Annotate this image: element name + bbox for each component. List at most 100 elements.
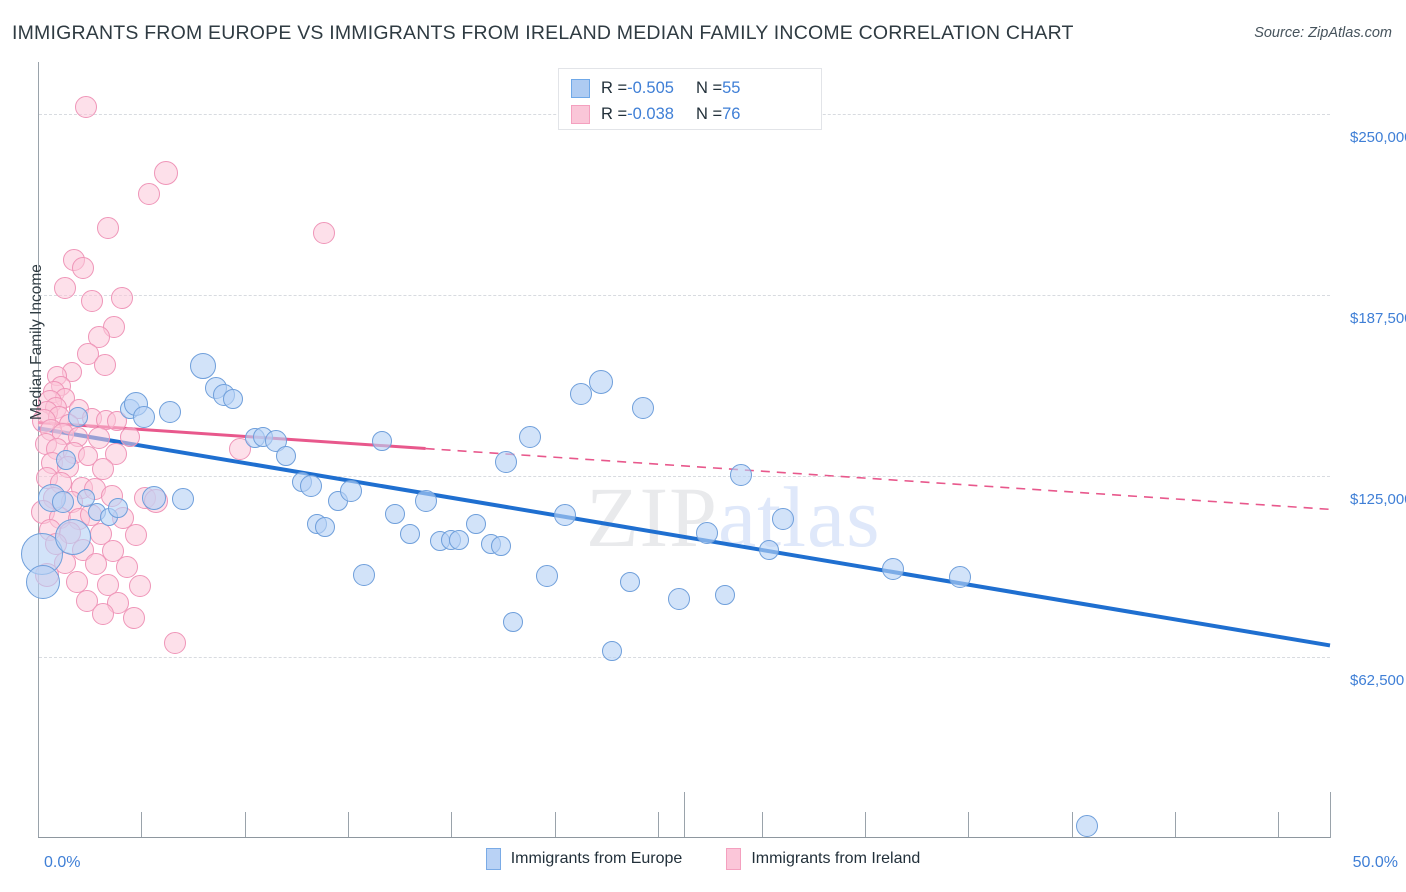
r-label-ireland: R = — [601, 104, 628, 123]
data-point-europe[interactable] — [132, 405, 155, 428]
data-point-ireland[interactable] — [76, 589, 99, 612]
data-point-europe[interactable] — [519, 425, 542, 448]
data-point-ireland[interactable] — [129, 575, 152, 598]
data-point-europe[interactable] — [142, 485, 167, 510]
legend-label-europe: Immigrants from Europe — [510, 850, 683, 867]
data-point-europe[interactable] — [696, 521, 719, 544]
data-point-europe[interactable] — [569, 382, 592, 405]
data-point-europe[interactable] — [384, 503, 405, 524]
data-point-ireland[interactable] — [116, 556, 139, 579]
y-axis-title: Median Family Income — [28, 264, 45, 420]
data-point-ireland[interactable] — [54, 276, 77, 299]
data-point-ireland[interactable] — [122, 606, 145, 629]
y-tick-label: $125,000 — [1350, 491, 1406, 509]
data-point-ireland[interactable] — [74, 95, 97, 118]
data-point-europe[interactable] — [601, 641, 622, 662]
r-label-europe: R = — [601, 78, 628, 97]
data-point-europe[interactable] — [51, 491, 74, 514]
data-point-ireland[interactable] — [85, 553, 108, 576]
legend-item-ireland[interactable]: Immigrants from Ireland — [726, 848, 920, 870]
data-point-europe[interactable] — [190, 353, 217, 380]
data-point-europe[interactable] — [171, 488, 194, 511]
data-point-ireland[interactable] — [91, 602, 114, 625]
data-point-ireland[interactable] — [78, 445, 99, 466]
legend-label-ireland: Immigrants from Ireland — [751, 850, 921, 867]
data-point-europe[interactable] — [26, 564, 61, 599]
data-point-europe[interactable] — [465, 513, 486, 534]
data-point-europe[interactable] — [56, 450, 77, 471]
data-point-europe[interactable] — [54, 518, 91, 555]
data-point-ireland[interactable] — [91, 457, 114, 480]
data-point-ireland[interactable] — [101, 540, 124, 563]
data-point-ireland[interactable] — [163, 631, 186, 654]
data-point-europe[interactable] — [68, 406, 89, 427]
data-point-ireland[interactable] — [119, 426, 140, 447]
data-point-europe[interactable] — [400, 523, 421, 544]
data-point-europe[interactable] — [449, 529, 470, 550]
x-tick — [761, 812, 763, 838]
x-tick — [348, 812, 350, 838]
data-point-europe[interactable] — [276, 445, 297, 466]
data-point-ireland[interactable] — [87, 427, 110, 450]
x-axis-min-label: 0.0% — [44, 854, 81, 871]
page-title: IMMIGRANTS FROM EUROPE VS IMMIGRANTS FRO… — [12, 22, 1074, 44]
series-legend: Immigrants from Europe Immigrants from I… — [0, 848, 1406, 870]
data-point-europe[interactable] — [715, 584, 736, 605]
correlation-legend: R = -0.505 N = 55 R = -0.038 N = 76 — [558, 68, 822, 130]
data-point-europe[interactable] — [158, 401, 181, 424]
data-point-ireland[interactable] — [153, 161, 178, 186]
data-point-europe[interactable] — [1076, 815, 1099, 838]
data-point-europe[interactable] — [772, 508, 795, 531]
legend-chip-europe — [485, 848, 501, 870]
data-point-europe[interactable] — [882, 557, 905, 580]
data-point-europe[interactable] — [490, 535, 511, 556]
data-point-europe[interactable] — [371, 431, 392, 452]
data-point-ireland[interactable] — [106, 411, 127, 432]
data-point-europe[interactable] — [667, 588, 690, 611]
data-point-europe[interactable] — [352, 563, 375, 586]
data-point-ireland[interactable] — [312, 221, 335, 244]
data-point-europe[interactable] — [108, 497, 129, 518]
x-tick — [1071, 812, 1073, 838]
data-point-ireland[interactable] — [96, 573, 119, 596]
data-point-europe[interactable] — [494, 450, 517, 473]
data-point-europe[interactable] — [223, 389, 244, 410]
data-point-europe[interactable] — [759, 539, 780, 560]
data-point-europe[interactable] — [536, 564, 559, 587]
data-point-europe[interactable] — [729, 463, 752, 486]
trendline-ireland-dashed — [425, 447, 1331, 511]
data-point-ireland[interactable] — [96, 217, 119, 240]
data-point-ireland[interactable] — [228, 437, 251, 460]
data-point-europe[interactable] — [339, 479, 362, 502]
data-point-europe[interactable] — [414, 489, 437, 512]
data-point-europe[interactable] — [554, 504, 577, 527]
data-point-europe[interactable] — [299, 475, 322, 498]
x-tick — [141, 812, 143, 838]
data-point-ireland[interactable] — [72, 256, 95, 279]
legend-chip-ireland — [726, 848, 742, 870]
legend-swatch-europe — [571, 78, 590, 98]
trendline-europe — [37, 426, 1331, 648]
x-tick — [864, 812, 866, 838]
data-point-europe[interactable] — [76, 488, 95, 507]
data-point-europe[interactable] — [503, 612, 524, 633]
x-tick — [244, 812, 246, 838]
x-axis-max-label: 50.0% — [1352, 854, 1398, 871]
data-point-ireland[interactable] — [81, 289, 104, 312]
data-point-europe[interactable] — [631, 397, 654, 419]
y-tick-label: $250,000 — [1350, 129, 1406, 147]
n-label-europe: N = — [695, 78, 723, 97]
data-point-europe[interactable] — [589, 369, 614, 394]
legend-item-europe[interactable]: Immigrants from Europe — [485, 848, 683, 870]
data-point-ireland[interactable] — [125, 524, 148, 547]
x-tick — [658, 812, 660, 838]
data-point-ireland[interactable] — [94, 353, 117, 376]
data-point-europe[interactable] — [314, 516, 335, 537]
data-point-ireland[interactable] — [138, 182, 161, 205]
data-point-europe[interactable] — [619, 571, 640, 592]
data-point-ireland[interactable] — [65, 570, 88, 593]
data-point-ireland[interactable] — [87, 326, 110, 349]
data-point-ireland[interactable] — [110, 286, 133, 309]
data-point-europe[interactable] — [949, 566, 972, 589]
